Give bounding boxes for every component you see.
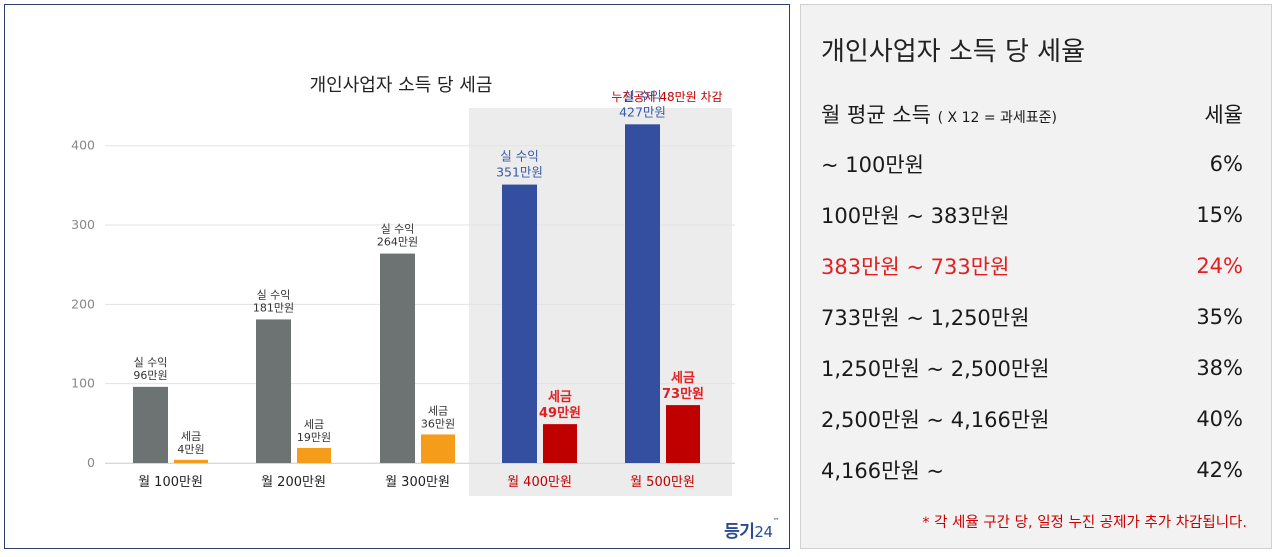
tax-bar	[174, 459, 208, 463]
row-rate: 40%	[1196, 407, 1243, 431]
income-value-label: 96만원	[133, 369, 167, 382]
row-range: 733만원 ~ 1,250만원	[821, 306, 1030, 330]
income-value-label: 351만원	[496, 165, 543, 180]
tax-value-label: 49만원	[539, 405, 581, 421]
tax-bar	[421, 434, 455, 463]
y-tick-label: 100	[71, 376, 95, 391]
row-rate: 24%	[1196, 254, 1243, 278]
tax-value-label: 73만원	[662, 386, 704, 402]
income-value-label: 427만원	[619, 104, 666, 119]
table-row: 2,500만원 ~ 4,166만원 40%	[821, 402, 1243, 436]
table-title: 개인사업자 소득 당 세율	[821, 37, 1085, 67]
y-tick-label: 0	[87, 455, 95, 470]
brand-text: 등기	[724, 522, 755, 542]
tax-series-label: 세금	[304, 418, 324, 431]
tax-bar	[543, 424, 577, 463]
y-tick-label: 400	[71, 138, 95, 153]
row-range: 100만원 ~ 383만원	[821, 204, 1010, 228]
x-tick-label: 월 300만원	[385, 475, 450, 490]
header-income-label: 월 평균 소득 ( X 12 = 과세표준)	[821, 99, 1057, 129]
chart-title: 개인사업자 소득 당 세금	[310, 75, 493, 96]
tax-value-label: 4만원	[177, 443, 204, 456]
tax-rate-table: 개인사업자 소득 당 세율 월 평균 소득 ( X 12 = 과세표준) 세율 …	[800, 4, 1272, 549]
table-footnote: * 각 세율 구간 당, 일정 누진 공제가 추가 차감됩니다.	[922, 515, 1247, 531]
row-range: ~ 100만원	[821, 153, 924, 177]
x-tick-label: 월 500만원	[630, 475, 695, 490]
tax-series-label: 세금	[671, 371, 695, 386]
row-rate: 15%	[1196, 203, 1243, 227]
brand-trademark: ™	[772, 517, 780, 525]
income-bar	[625, 124, 660, 463]
table-header: 월 평균 소득 ( X 12 = 과세표준) 세율	[821, 97, 1243, 131]
row-rate: 35%	[1196, 305, 1243, 329]
row-range: 4,166만원 ~	[821, 459, 945, 483]
tax-value-label: 36만원	[421, 417, 455, 430]
tax-bar	[666, 405, 700, 463]
header-rate-label: 세율	[1204, 103, 1243, 127]
y-tick-label: 200	[71, 296, 95, 311]
table-row: 100만원 ~ 383만원 15%	[821, 198, 1243, 232]
x-tick-label: 월 100만원	[138, 475, 203, 490]
brand-number: 24	[754, 523, 773, 541]
income-bar	[380, 253, 415, 463]
income-series-label: 실 수익	[500, 149, 538, 164]
income-series-label: 실 수익	[623, 88, 661, 103]
x-tick-label: 월 200만원	[261, 475, 326, 490]
row-range: 1,250만원 ~ 2,500만원	[821, 357, 1050, 381]
row-rate: 38%	[1196, 356, 1243, 380]
tax-bar	[297, 447, 331, 463]
x-tick-label: 월 400만원	[507, 475, 572, 490]
tax-value-label: 19만원	[297, 431, 331, 444]
tax-series-label: 세금	[548, 390, 572, 405]
row-rate: 42%	[1196, 458, 1243, 482]
y-tick-label: 300	[71, 217, 95, 232]
income-series-label: 실 수익	[381, 223, 415, 236]
row-range: 2,500만원 ~ 4,166만원	[821, 408, 1050, 432]
income-bar	[502, 184, 537, 463]
income-series-label: 실 수익	[134, 356, 168, 369]
row-rate: 6%	[1209, 152, 1243, 176]
income-bar	[256, 319, 291, 463]
table-row: 4,166만원 ~ 42%	[821, 453, 1243, 487]
tax-series-label: 세금	[181, 430, 201, 443]
chart-annotation: 누진공제 48만원 차감	[611, 90, 722, 104]
income-value-label: 181만원	[253, 301, 294, 314]
table-row: 733만원 ~ 1,250만원 35%	[821, 300, 1243, 334]
tax-series-label: 세금	[428, 404, 448, 417]
brand-logo: 등기24™	[724, 517, 779, 542]
income-bar	[133, 386, 168, 463]
income-value-label: 264만원	[377, 236, 418, 249]
header-income-text: 월 평균 소득	[821, 103, 931, 127]
table-row: 1,250만원 ~ 2,500만원 38%	[821, 351, 1243, 385]
header-income-sub: ( X 12 = 과세표준)	[937, 110, 1058, 126]
table-row: ~ 100만원 6%	[821, 147, 1243, 181]
table-row-highlighted: 383만원 ~ 733만원 24%	[821, 249, 1243, 283]
row-range: 383만원 ~ 733만원	[821, 255, 1010, 279]
income-series-label: 실 수익	[257, 288, 291, 301]
